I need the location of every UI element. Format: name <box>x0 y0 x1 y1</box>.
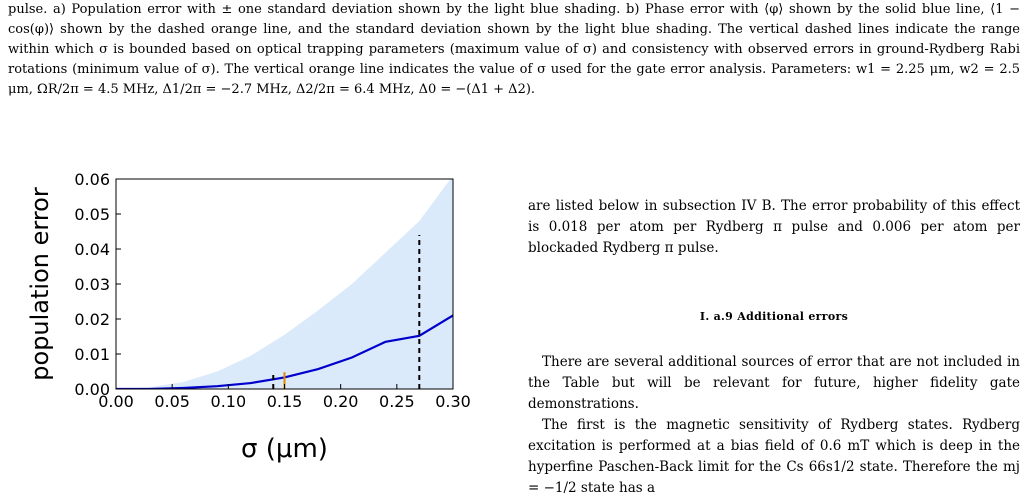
x-tick-label-6: 0.30 <box>435 392 471 411</box>
x-tick-label-2: 0.10 <box>211 392 247 411</box>
body-paragraph-2: There are several additional sources of … <box>528 354 1020 412</box>
y-tick-label-6: 0.06 <box>74 170 110 189</box>
chart-svg: 0.00 0.05 0.10 0.15 0.20 0.25 0.30 0.00 0.01 0.02… <box>26 170 471 464</box>
y-tick-label-3: 0.03 <box>74 275 110 294</box>
caption-text: pulse. a) Population error with ± one st… <box>8 2 1020 97</box>
x-tick-label-0: 0.00 <box>98 392 134 411</box>
x-axis-label: σ (μm) <box>241 434 328 464</box>
section-heading: I. a.9 Additional errors <box>699 310 849 323</box>
y-tick-label-1: 0.01 <box>74 345 110 364</box>
error-band <box>116 179 453 389</box>
x-tick-label-4: 0.20 <box>323 392 359 411</box>
right-column-text: are listed below in subsection IV B. The… <box>528 196 1020 499</box>
x-tick-label-1: 0.05 <box>154 392 190 411</box>
y-tick-label-2: 0.02 <box>74 310 110 329</box>
y-tick-label-4: 0.04 <box>74 240 110 259</box>
body-paragraph-3: The first is the magnetic sensitivity of… <box>528 417 1020 496</box>
x-tick-label-3: 0.15 <box>267 392 303 411</box>
x-tick-label-5: 0.25 <box>379 392 415 411</box>
y-tick-label-0: 0.00 <box>74 380 110 399</box>
y-tick-label-5: 0.05 <box>74 205 110 224</box>
body-paragraph-1: are listed below in subsection IV B. The… <box>528 198 1020 256</box>
y-axis-label: population error <box>26 187 54 381</box>
population-error-chart: 0.00 0.05 0.10 0.15 0.20 0.25 0.30 0.00 0.01 0.02… <box>0 165 480 488</box>
figure-caption: pulse. a) Population error with ± one st… <box>8 0 1020 100</box>
